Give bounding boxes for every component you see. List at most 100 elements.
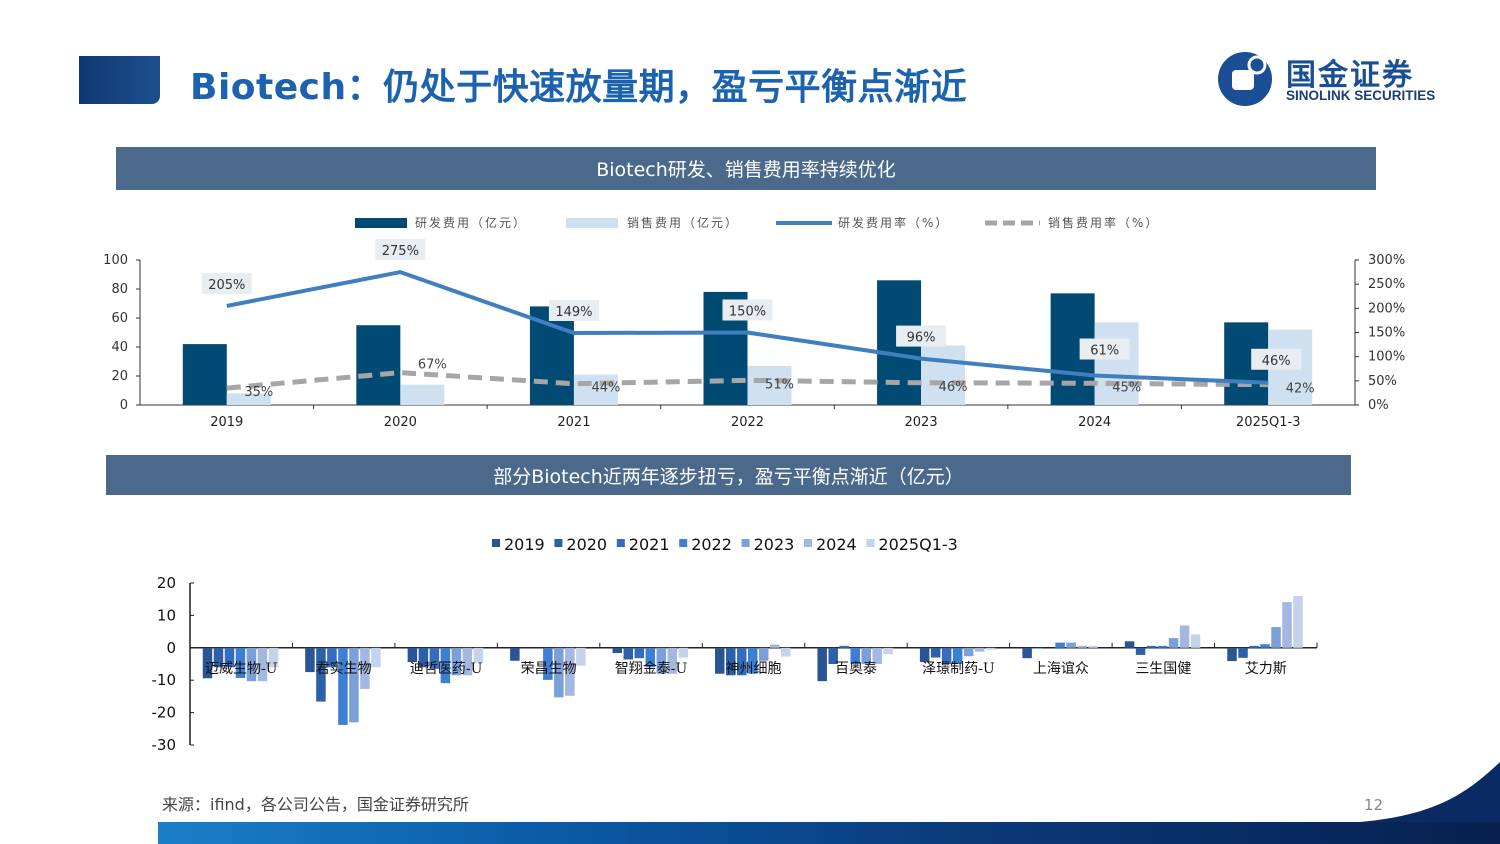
net-profit-bar xyxy=(715,647,725,674)
left-tick-label: 80 xyxy=(111,282,128,297)
sales-ratio-label: 35% xyxy=(244,385,273,400)
net-profit-bar xyxy=(224,647,235,668)
sales-expense-bar xyxy=(921,345,966,405)
net-profit-bar xyxy=(327,647,337,668)
net-profit-bar xyxy=(634,647,645,659)
net-profit-bar xyxy=(850,647,860,664)
legend-label: 2025Q1-3 xyxy=(878,535,957,554)
net-profit-bar xyxy=(1033,647,1043,649)
legend-swatch xyxy=(492,539,500,547)
net-profit-bar xyxy=(1238,647,1248,658)
chart1-title: Biotech研发、销售费用率持续优化 xyxy=(596,159,896,181)
y-tick-label: -20 xyxy=(152,704,177,722)
net-profit-bar xyxy=(623,647,634,660)
net-profit-bar xyxy=(1227,647,1237,662)
category-label: 荣昌生物 xyxy=(521,661,577,677)
legend-label: 2022 xyxy=(691,535,732,554)
net-profit-bar xyxy=(371,647,381,668)
source-note: 来源：ifind，各公司公告，国金证券研究所 xyxy=(162,795,469,814)
net-profit-bar xyxy=(349,647,359,723)
right-tick-label: 250% xyxy=(1368,277,1405,292)
rd-ratio-label-bg xyxy=(896,325,947,347)
net-profit-bar xyxy=(235,647,246,678)
net-profit-bar xyxy=(213,647,224,668)
left-tick-label: 20 xyxy=(111,369,128,384)
sales-ratio-label: 42% xyxy=(1286,382,1315,397)
rd-expense-bar xyxy=(182,344,227,405)
net-profit-bar xyxy=(338,647,348,725)
sales-ratio-label: 51% xyxy=(765,377,794,392)
rd-ratio-label: 96% xyxy=(907,331,936,346)
net-profit-bar xyxy=(872,647,882,664)
net-profit-bar xyxy=(883,647,893,655)
category-label: 上海谊众 xyxy=(1033,661,1089,677)
net-profit-bar xyxy=(919,647,930,663)
net-profit-bar xyxy=(1066,642,1076,648)
net-profit-bar xyxy=(305,647,315,673)
category-label: 三生国健 xyxy=(1135,661,1191,677)
net-profit-bar xyxy=(656,647,667,674)
net-profit-bar xyxy=(737,647,747,676)
sales-ratio-label: 46% xyxy=(939,380,968,395)
rd-ratio-label-bg xyxy=(375,239,426,261)
rd-expense-bar xyxy=(877,280,922,405)
net-profit-bar xyxy=(360,647,370,689)
rd-expense-bar xyxy=(529,306,574,405)
net-profit-bar xyxy=(770,644,780,648)
net-profit-bar xyxy=(429,647,440,669)
net-profit-bar xyxy=(678,647,689,658)
net-profit-bar xyxy=(612,647,623,653)
category-label: 神州细胞 xyxy=(726,661,782,677)
legend-swatch xyxy=(741,539,750,547)
rd-ratio-label: 275% xyxy=(382,244,419,259)
rd-expense-bar xyxy=(703,291,748,405)
net-profit-bar xyxy=(1179,625,1190,648)
net-profit-bar xyxy=(1146,645,1157,648)
net-profit-bar xyxy=(473,647,484,663)
y-tick-label: -30 xyxy=(152,736,177,754)
sales-expense-bar xyxy=(400,384,445,405)
category-label: 迪哲医药-U xyxy=(410,661,483,677)
legend-swatch-rd xyxy=(355,218,407,228)
rd-ratio-label-bg xyxy=(548,299,599,321)
logo-icon xyxy=(1218,52,1272,106)
net-profit-bar xyxy=(1088,645,1098,648)
net-profit-bar xyxy=(1190,634,1201,648)
right-tick-label: 100% xyxy=(1368,350,1405,365)
legend-swatch xyxy=(866,539,875,547)
net-profit-bar xyxy=(952,647,963,664)
y-tick-label: 20 xyxy=(157,574,176,592)
chart2-title: 部分Biotech近两年逐步扭亏，盈亏平衡点渐近（亿元） xyxy=(493,465,964,488)
sales-expense-bar xyxy=(1268,329,1313,405)
rd-ratio-label: 46% xyxy=(1262,354,1291,369)
rd-ratio-line xyxy=(226,270,1269,385)
rd-ratio-label: 149% xyxy=(555,305,592,320)
left-tick-label: 60 xyxy=(111,311,128,326)
sales-expense-bar xyxy=(747,365,792,405)
net-profit-bar xyxy=(828,647,838,664)
net-profit-bar xyxy=(759,647,769,661)
sales-expense-bar xyxy=(573,374,618,405)
rd-expense-bar xyxy=(1224,322,1269,405)
net-profit-bar xyxy=(1135,647,1146,655)
legend-label: 2021 xyxy=(629,535,670,554)
page-number: 12 xyxy=(1364,796,1384,814)
category-label: 百奥泰 xyxy=(835,660,877,677)
right-tick-label: 300% xyxy=(1368,253,1405,268)
chart2-title-banner: 部分Biotech近两年逐步扭亏，盈亏平衡点渐近（亿元） xyxy=(106,455,1351,495)
net-profit-bar xyxy=(1249,645,1259,648)
page-title: Biotech：仍处于快速放量期，盈亏平衡点渐近 xyxy=(190,67,968,108)
logo-text-cn: 国金证券 xyxy=(1286,58,1414,93)
net-profit-bar xyxy=(451,647,462,676)
net-profit-bar xyxy=(748,647,758,674)
rd-expense-bar xyxy=(356,325,401,405)
net-profit-bar xyxy=(726,647,736,676)
legend-label: 2023 xyxy=(754,535,795,554)
rd-ratio-label: 150% xyxy=(729,305,766,320)
y-tick-label: -10 xyxy=(152,671,177,689)
logo-text-en: SINOLINK SECURITIES xyxy=(1286,88,1436,103)
rd-ratio-label: 61% xyxy=(1090,344,1119,359)
